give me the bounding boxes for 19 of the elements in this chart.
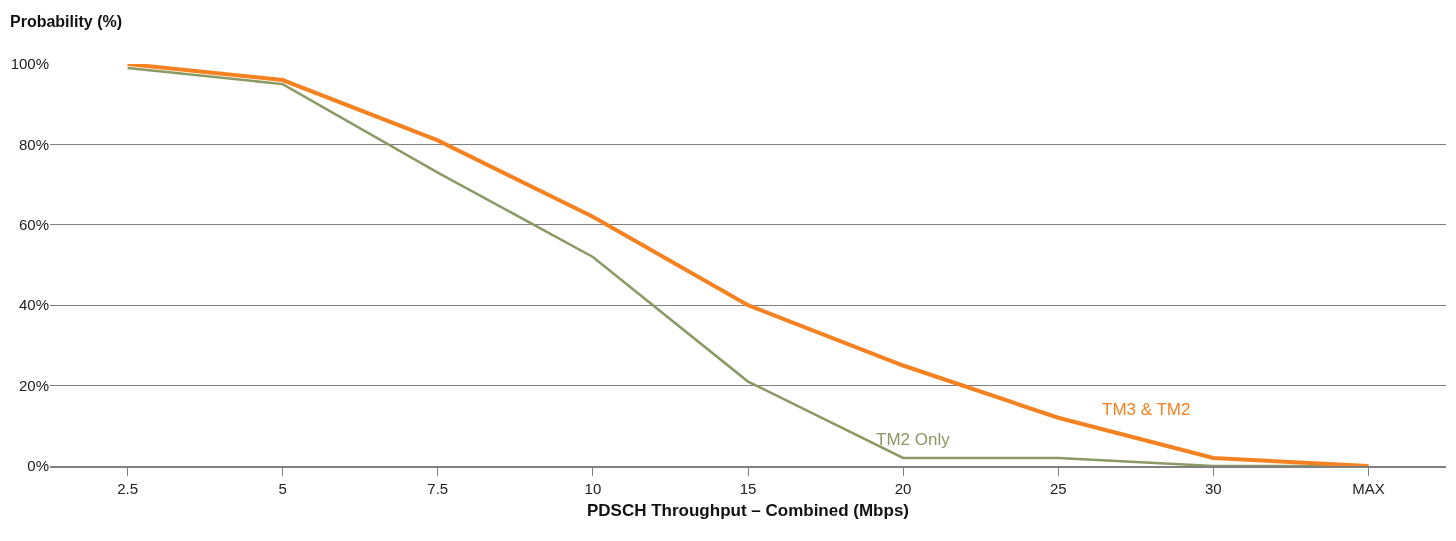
x-tick-label: 10 (584, 479, 602, 497)
x-tick-label: 2.5 (117, 479, 138, 497)
x-tick-label: 15 (739, 479, 757, 497)
x-tick-label: MAX (1352, 479, 1385, 497)
x-tick-label: 30 (1204, 479, 1222, 497)
series-label: TM3 & TM2 (1102, 400, 1191, 419)
series-label: TM2 Only (876, 430, 951, 449)
x-tick-label: 20 (894, 479, 912, 497)
y-tick-label: 40% (18, 296, 49, 314)
y-tick-label: 0% (27, 457, 49, 475)
y-tick-label: 20% (18, 376, 49, 394)
x-axis-title: PDSCH Throughput – Combined (Mbps) (586, 500, 910, 520)
y-tick-label: 80% (18, 135, 49, 153)
x-tick-label: 25 (1049, 479, 1067, 497)
x-tick-label: 7.5 (427, 479, 449, 497)
y-tick-label: 60% (18, 216, 49, 234)
y-axis-title: Probability (%) (10, 13, 123, 30)
y-tick-label: 100% (10, 55, 49, 73)
x-tick-label: 5 (278, 479, 287, 497)
